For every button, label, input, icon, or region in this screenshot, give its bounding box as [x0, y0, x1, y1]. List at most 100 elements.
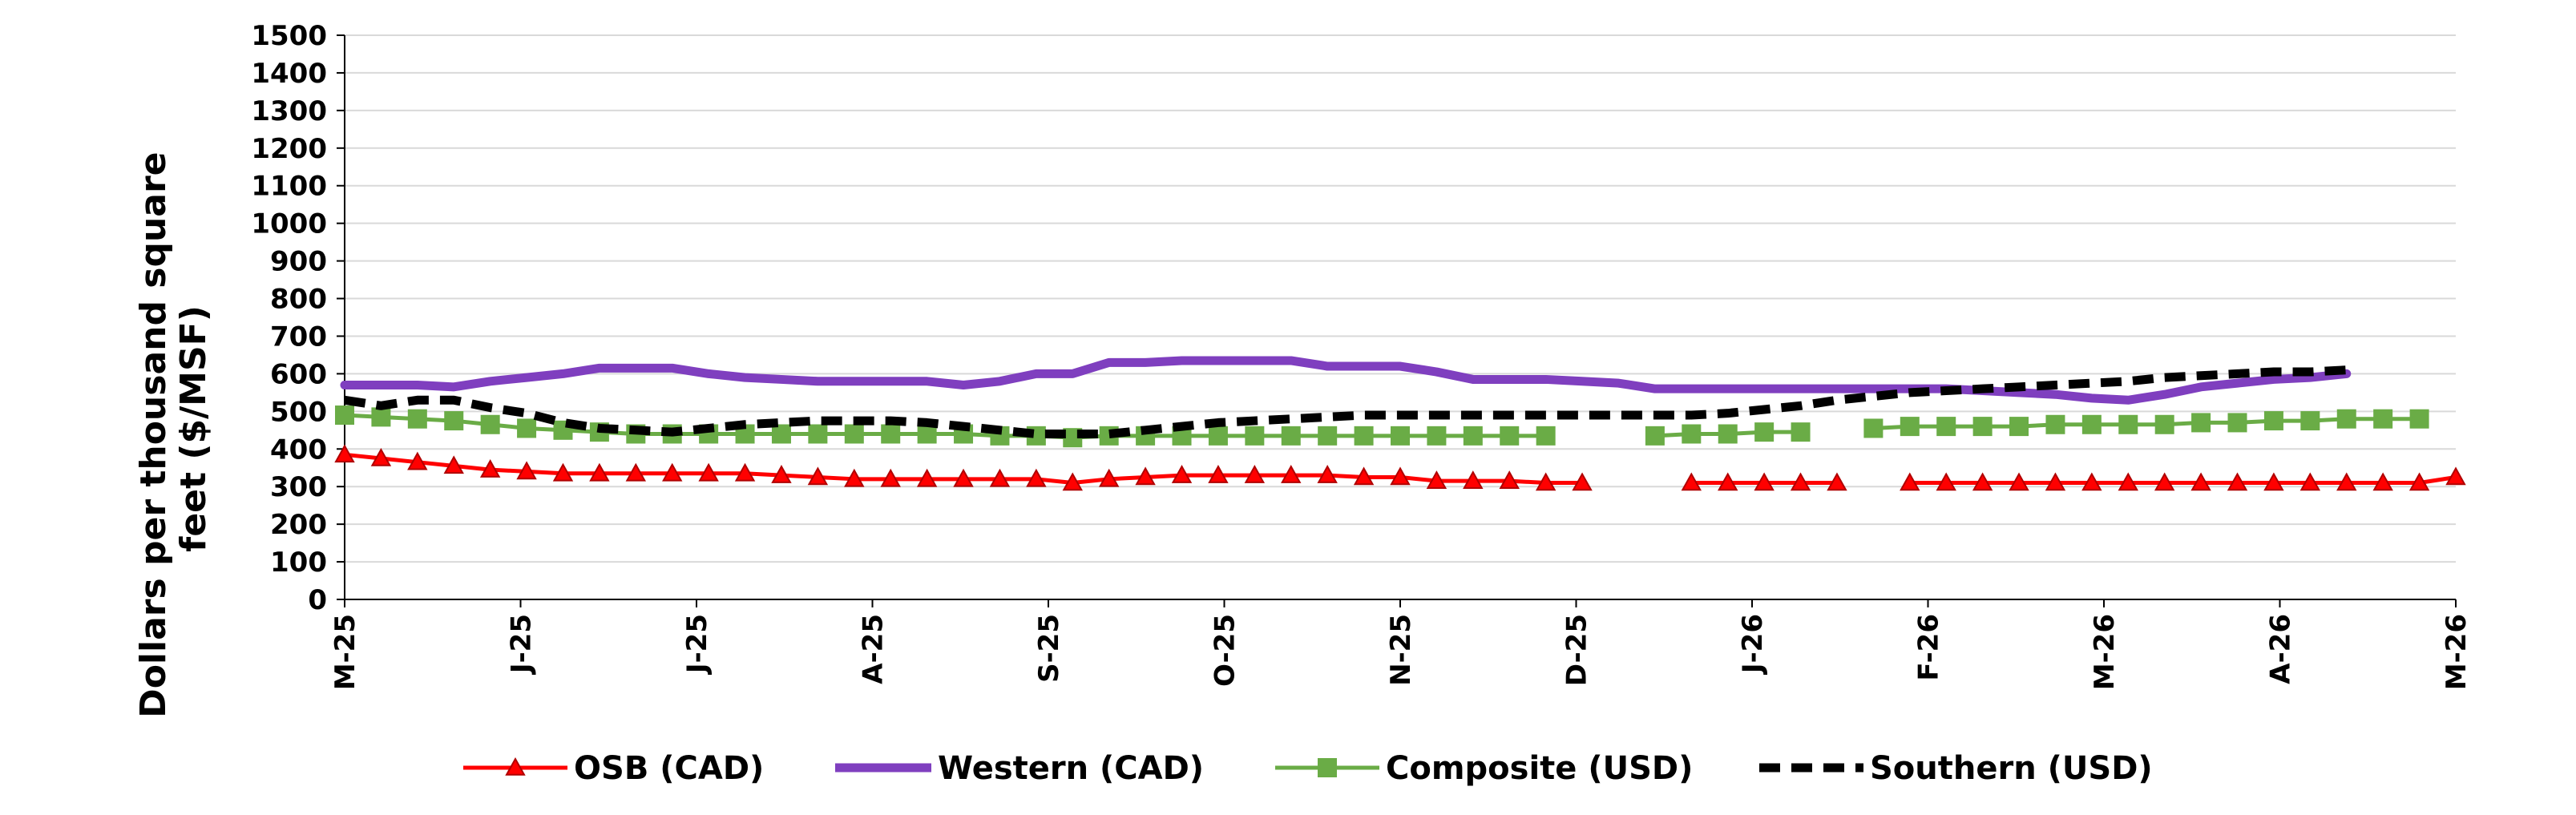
y-tick-label: 200	[270, 509, 327, 541]
data-point	[1682, 424, 1702, 444]
data-point	[1827, 472, 1847, 491]
data-point	[2336, 409, 2356, 429]
y-tick-label: 600	[270, 358, 327, 390]
data-point	[1463, 470, 1484, 489]
data-point	[1972, 472, 1993, 491]
data-point	[625, 462, 647, 482]
data-point	[1281, 465, 1302, 483]
data-point	[807, 466, 829, 486]
data-point	[2300, 411, 2320, 431]
data-point	[1754, 472, 1775, 491]
data-point	[1208, 426, 1228, 446]
data-point	[1062, 472, 1083, 491]
y-tick-label: 1500	[251, 20, 327, 52]
data-point	[1244, 465, 1266, 483]
data-point	[2227, 413, 2247, 433]
legend-entry: Composite (USD)	[1275, 750, 1693, 787]
legend-entry: Southern (USD)	[1759, 750, 2153, 787]
series-osb-cad	[334, 444, 2466, 491]
y-tick-label: 700	[270, 321, 327, 353]
data-point	[2045, 414, 2065, 434]
data-point	[516, 461, 537, 480]
x-tick-label: D-25	[1561, 614, 1593, 686]
data-point	[2191, 413, 2211, 433]
data-point	[1718, 424, 1738, 444]
y-tick-label: 1000	[251, 208, 327, 240]
data-point	[371, 407, 391, 427]
data-point	[1427, 426, 1447, 446]
data-point	[698, 462, 719, 482]
y-tick-label: 1300	[251, 95, 327, 127]
x-tick-label: N-25	[1385, 614, 1417, 686]
data-point	[1281, 426, 1301, 446]
data-point	[808, 424, 828, 444]
y-tick-label: 300	[270, 471, 327, 503]
data-point	[2118, 414, 2138, 434]
y-tick-label: 0	[308, 584, 327, 616]
data-point	[407, 409, 427, 429]
data-point	[552, 462, 574, 482]
series-line	[344, 365, 2348, 438]
data-point	[1318, 758, 1337, 777]
data-point	[443, 455, 464, 474]
legend-label: Western (CAD)	[938, 750, 1204, 787]
data-point	[479, 459, 501, 478]
data-point	[2408, 472, 2430, 491]
data-point	[1390, 466, 1411, 486]
y-axis-title: Dollars per thousand square feet ($/MSF)	[133, 139, 214, 718]
data-point	[1572, 472, 1593, 491]
data-point	[517, 418, 537, 438]
y-tick-label: 1100	[251, 171, 327, 203]
data-point	[2118, 472, 2138, 491]
data-point	[1245, 426, 1265, 446]
series-southern-usd	[344, 365, 2348, 438]
data-point	[1754, 422, 1775, 442]
data-point	[444, 411, 464, 431]
legend-entry: OSB (CAD)	[463, 750, 764, 787]
data-point	[2009, 417, 2029, 437]
data-point	[589, 462, 610, 482]
data-point	[1900, 472, 1920, 491]
x-tick-label: S-25	[1033, 614, 1065, 683]
data-point	[1463, 426, 1483, 446]
data-point	[480, 414, 500, 434]
data-point	[334, 444, 355, 463]
data-point	[2373, 409, 2393, 429]
x-tick-label: A-26	[2265, 614, 2297, 684]
data-point	[2154, 472, 2175, 491]
data-point	[1354, 426, 1374, 446]
data-point	[1026, 468, 1047, 487]
y-tick-label: 1400	[251, 58, 327, 90]
y-tick-label: 900	[270, 246, 327, 278]
data-point	[953, 468, 974, 487]
data-point	[1718, 472, 1738, 491]
data-point	[2372, 472, 2393, 491]
series-line	[340, 356, 2352, 405]
data-point	[2263, 472, 2284, 491]
data-point	[1500, 426, 1520, 446]
data-point	[916, 468, 938, 487]
data-point	[1318, 426, 1338, 446]
x-tick-label: J-25	[506, 614, 538, 675]
series-group	[334, 356, 2466, 491]
data-point	[1681, 472, 1702, 491]
data-point	[2409, 409, 2429, 429]
data-point	[2445, 466, 2466, 486]
data-point	[335, 405, 354, 426]
data-point	[989, 468, 1011, 487]
data-point	[2263, 411, 2283, 431]
series-composite-usd	[335, 405, 2429, 448]
y-tick-label: 800	[270, 284, 327, 316]
data-point	[2227, 472, 2248, 491]
y-tick-label: 100	[270, 547, 327, 579]
data-point	[734, 462, 756, 482]
x-tick-label: M-26	[2089, 614, 2121, 690]
data-point	[2299, 472, 2321, 491]
y-tick-label: 400	[270, 434, 327, 466]
data-point	[1863, 418, 1884, 438]
data-point	[881, 424, 901, 444]
data-point	[2009, 472, 2029, 491]
data-point	[1135, 466, 1156, 486]
